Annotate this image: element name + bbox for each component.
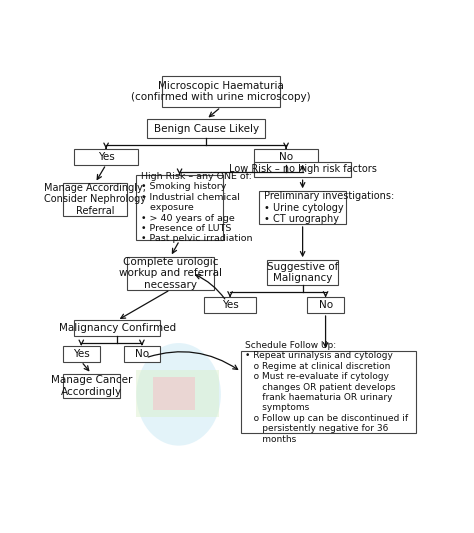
Text: Manage Accordingly,
Consider Nephrology
Referral: Manage Accordingly, Consider Nephrology … bbox=[44, 183, 146, 216]
Text: Complete urologic
workup and referral
necessary: Complete urologic workup and referral ne… bbox=[119, 257, 222, 290]
Text: Suggestive of
Malignancy: Suggestive of Malignancy bbox=[267, 262, 338, 283]
FancyBboxPatch shape bbox=[137, 175, 223, 240]
FancyBboxPatch shape bbox=[63, 374, 120, 399]
Text: Manage Cancer
Accordingly: Manage Cancer Accordingly bbox=[51, 375, 132, 397]
FancyBboxPatch shape bbox=[259, 191, 346, 224]
FancyBboxPatch shape bbox=[204, 297, 256, 313]
FancyBboxPatch shape bbox=[63, 183, 127, 216]
FancyBboxPatch shape bbox=[74, 320, 160, 336]
Text: Yes: Yes bbox=[98, 152, 114, 161]
FancyBboxPatch shape bbox=[162, 76, 280, 107]
FancyBboxPatch shape bbox=[124, 346, 160, 361]
FancyBboxPatch shape bbox=[267, 260, 338, 285]
FancyBboxPatch shape bbox=[63, 346, 100, 361]
Text: Yes: Yes bbox=[222, 300, 238, 310]
FancyBboxPatch shape bbox=[241, 351, 416, 433]
Text: Benign Cause Likely: Benign Cause Likely bbox=[154, 124, 259, 134]
Text: Malignancy Confirmed: Malignancy Confirmed bbox=[59, 323, 176, 333]
Text: No: No bbox=[319, 300, 333, 310]
Text: High Risk – any ONE of:
• Smoking history
• Industrial chemical
   exposure
• > : High Risk – any ONE of: • Smoking histor… bbox=[141, 172, 252, 243]
FancyBboxPatch shape bbox=[127, 257, 213, 290]
Text: Low Risk – no high risk factors: Low Risk – no high risk factors bbox=[228, 165, 376, 174]
Text: No: No bbox=[135, 349, 149, 359]
Text: No: No bbox=[279, 152, 293, 161]
FancyBboxPatch shape bbox=[74, 149, 138, 165]
FancyBboxPatch shape bbox=[254, 149, 318, 165]
Text: Microscopic Haematuria
(confirmed with urine microscopy): Microscopic Haematuria (confirmed with u… bbox=[131, 81, 310, 102]
FancyBboxPatch shape bbox=[307, 297, 344, 313]
FancyBboxPatch shape bbox=[153, 377, 195, 409]
FancyBboxPatch shape bbox=[137, 370, 219, 417]
Text: Schedule Follow Up:
• Repeat urinalysis and cytology
   o Regime at clinical dis: Schedule Follow Up: • Repeat urinalysis … bbox=[246, 341, 409, 443]
Ellipse shape bbox=[137, 343, 221, 446]
FancyBboxPatch shape bbox=[147, 119, 265, 138]
Text: Yes: Yes bbox=[73, 349, 90, 359]
FancyBboxPatch shape bbox=[254, 161, 351, 177]
Text: Preliminary investigations:
• Urine cytology
• CT urography: Preliminary investigations: • Urine cyto… bbox=[264, 191, 394, 224]
